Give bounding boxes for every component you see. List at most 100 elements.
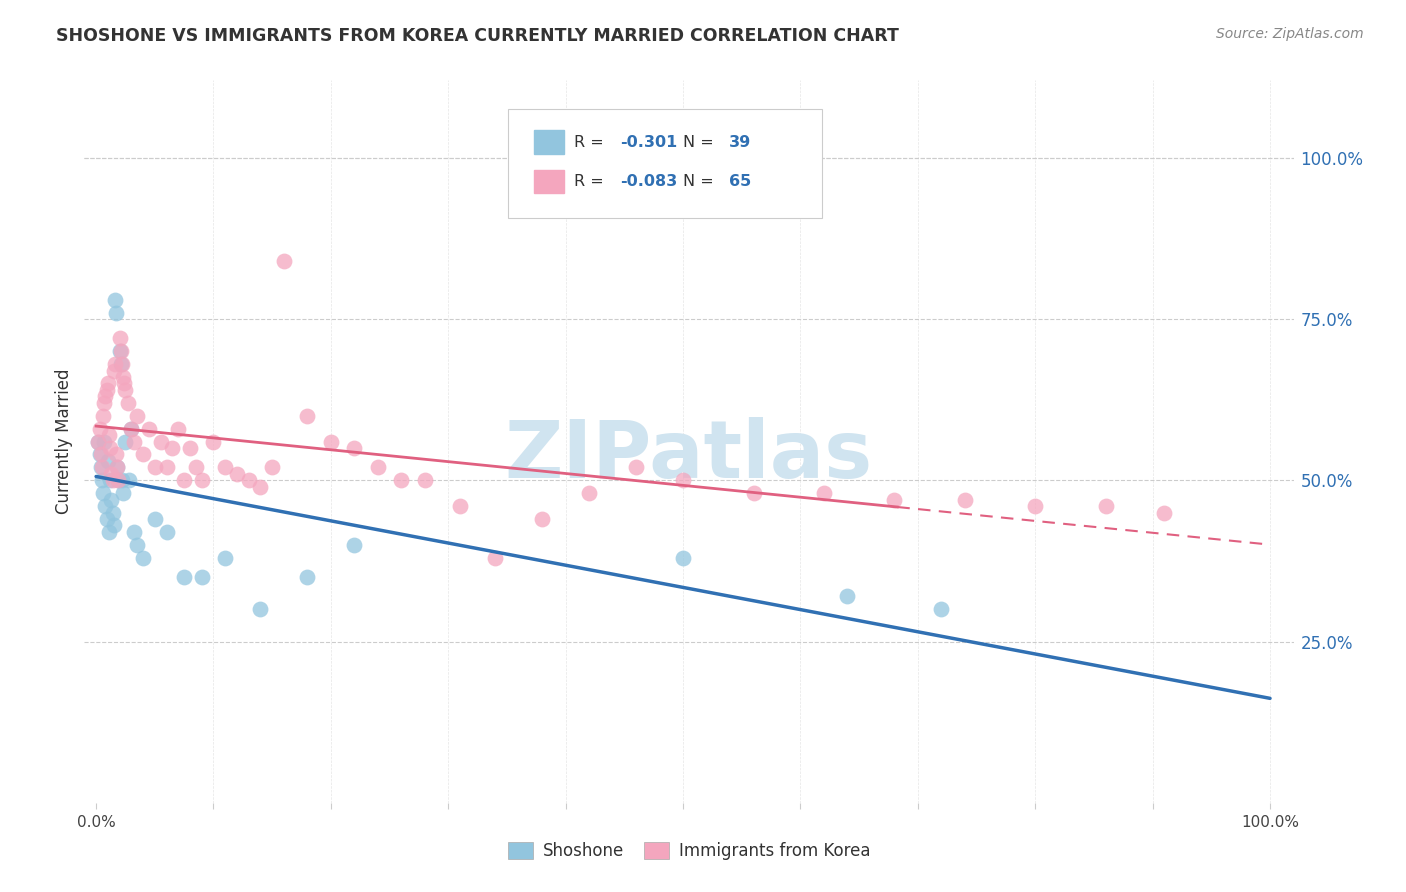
Text: 39: 39	[728, 135, 751, 150]
Point	[413, 473, 436, 487]
Point	[98, 441, 121, 455]
Point	[179, 441, 201, 455]
Point	[122, 524, 145, 539]
Point	[112, 486, 135, 500]
Point	[138, 422, 160, 436]
Point	[214, 460, 236, 475]
Point	[94, 389, 117, 403]
Point	[883, 492, 905, 507]
Point	[837, 590, 859, 604]
Point	[1024, 499, 1046, 513]
Point	[98, 524, 121, 539]
Point	[117, 396, 139, 410]
Text: SHOSHONE VS IMMIGRANTS FROM KOREA CURRENTLY MARRIED CORRELATION CHART: SHOSHONE VS IMMIGRANTS FROM KOREA CURREN…	[56, 27, 898, 45]
Point	[155, 524, 177, 539]
Point	[367, 460, 389, 475]
Legend: Shoshone, Immigrants from Korea: Shoshone, Immigrants from Korea	[501, 835, 877, 867]
Point	[104, 293, 127, 307]
Text: 65: 65	[728, 174, 751, 189]
Text: R =: R =	[574, 174, 609, 189]
Point	[98, 428, 121, 442]
Point	[484, 550, 506, 565]
Point	[273, 254, 295, 268]
Text: -0.301: -0.301	[620, 135, 678, 150]
Point	[97, 376, 120, 391]
Point	[127, 409, 149, 423]
Point	[107, 473, 129, 487]
Bar	[534, 130, 564, 154]
Point	[100, 467, 122, 481]
Point	[114, 383, 136, 397]
Point	[343, 538, 366, 552]
Point	[108, 344, 131, 359]
Point	[262, 460, 284, 475]
Text: R =: R =	[574, 135, 609, 150]
Point	[214, 550, 236, 565]
FancyBboxPatch shape	[508, 109, 823, 218]
Point	[953, 492, 976, 507]
Point	[111, 473, 134, 487]
Point	[143, 460, 166, 475]
Text: Source: ZipAtlas.com: Source: ZipAtlas.com	[1216, 27, 1364, 41]
Point	[162, 441, 184, 455]
Point	[132, 550, 155, 565]
Point	[103, 363, 125, 377]
Point	[184, 460, 207, 475]
Point	[202, 434, 225, 449]
Point	[120, 422, 142, 436]
Point	[531, 512, 554, 526]
Point	[931, 602, 953, 616]
Point	[91, 473, 114, 487]
Y-axis label: Currently Married: Currently Married	[55, 368, 73, 515]
Point	[319, 434, 342, 449]
Point	[226, 467, 249, 481]
Point	[813, 486, 835, 500]
Point	[97, 454, 120, 468]
Point	[107, 473, 129, 487]
Text: ZIPatlas: ZIPatlas	[505, 417, 873, 495]
Point	[624, 460, 647, 475]
Point	[114, 434, 136, 449]
Point	[167, 422, 190, 436]
Text: N =: N =	[683, 135, 718, 150]
Point	[91, 486, 114, 500]
Point	[101, 473, 124, 487]
Point	[94, 499, 117, 513]
Point	[105, 460, 128, 475]
Point	[1153, 506, 1175, 520]
Point	[249, 602, 271, 616]
Point	[122, 434, 145, 449]
Point	[672, 473, 695, 487]
Point	[90, 447, 112, 461]
Point	[96, 512, 118, 526]
Point	[143, 512, 166, 526]
Point	[173, 570, 195, 584]
Point	[249, 480, 271, 494]
Point	[110, 344, 132, 359]
Point	[297, 570, 319, 584]
Point	[105, 460, 128, 475]
Point	[449, 499, 471, 513]
Point	[103, 518, 125, 533]
Point	[742, 486, 765, 500]
Point	[105, 305, 128, 319]
Point	[105, 447, 128, 461]
Point	[672, 550, 695, 565]
Point	[112, 370, 135, 384]
Point	[190, 570, 212, 584]
Point	[1094, 499, 1116, 513]
Point	[111, 357, 134, 371]
Point	[100, 492, 122, 507]
Point	[389, 473, 412, 487]
Point	[190, 473, 212, 487]
Point	[87, 434, 110, 449]
Point	[120, 422, 142, 436]
Point	[578, 486, 600, 500]
Point	[101, 506, 124, 520]
Text: -0.083: -0.083	[620, 174, 678, 189]
Point	[127, 538, 149, 552]
Point	[112, 376, 135, 391]
Point	[91, 409, 114, 423]
Point	[96, 383, 118, 397]
Point	[155, 460, 177, 475]
